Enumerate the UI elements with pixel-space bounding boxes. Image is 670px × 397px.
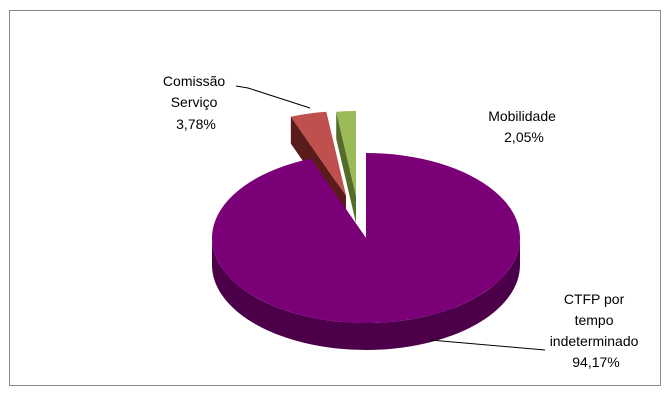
- leader-line-ctfp: [429, 339, 546, 351]
- slice-ctfp: [212, 153, 521, 350]
- leader-line-comissao: [235, 85, 311, 109]
- slice-mobilidade: [336, 110, 356, 223]
- slice-mobilidade-top: [336, 110, 356, 196]
- slice-label-ctfp: CTFP por tempo indeterminado 94,17%: [550, 291, 643, 370]
- slice-label-comissao: Comissão Serviço 3,78%: [163, 73, 229, 132]
- slice-mobilidade-face-a: [336, 111, 356, 223]
- slice-label-mobilidade: Mobilidade 2,05%: [488, 108, 560, 145]
- slice-ctfp-top: [212, 153, 521, 324]
- slice-comissao-top: [290, 111, 346, 196]
- slice-ctfp-side: [212, 238, 520, 350]
